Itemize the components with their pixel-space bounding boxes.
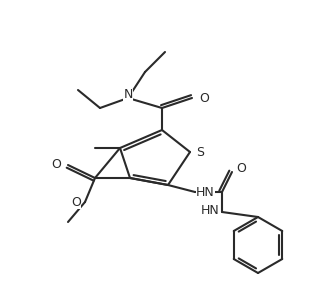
Text: N: N <box>123 88 133 101</box>
Text: O: O <box>236 162 246 175</box>
Text: O: O <box>51 159 61 172</box>
Text: O: O <box>71 196 81 209</box>
Text: S: S <box>196 145 204 159</box>
Text: HN: HN <box>201 203 220 216</box>
Text: O: O <box>199 92 209 104</box>
Text: HN: HN <box>196 185 215 198</box>
